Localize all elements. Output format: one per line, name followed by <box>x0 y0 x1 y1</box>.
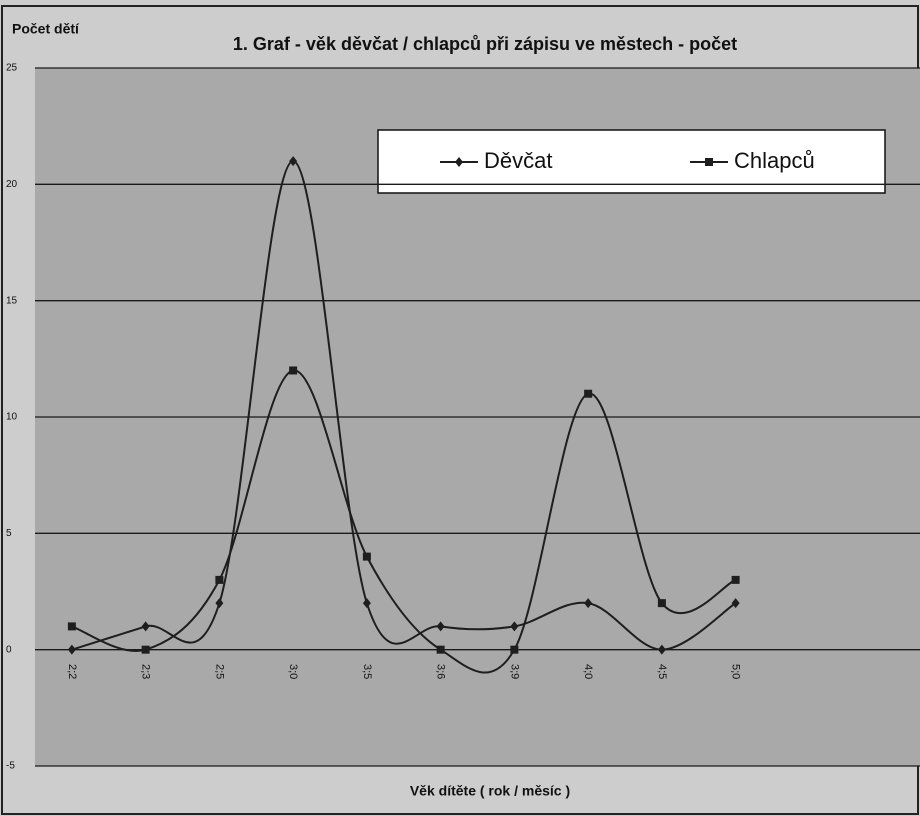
y-tick-label: 25 <box>6 63 18 74</box>
y-tick-label: 0 <box>6 644 12 655</box>
marker <box>584 389 593 398</box>
marker <box>215 598 224 609</box>
marker <box>510 645 519 654</box>
x-tick-label: 4;5 <box>656 664 668 679</box>
x-tick-label: 2;5 <box>213 664 225 679</box>
legend-label: Chlapců <box>734 148 815 173</box>
marker <box>584 598 593 609</box>
marker <box>362 552 371 561</box>
legend-label: Děvčat <box>484 148 552 173</box>
y-tick-label: 20 <box>6 179 18 190</box>
y-tick-label: 5 <box>6 528 12 539</box>
marker <box>657 599 666 608</box>
x-tick-label: 4;0 <box>582 664 594 679</box>
x-tick-label: 3;9 <box>508 664 520 679</box>
x-tick-label: 3;0 <box>287 664 299 679</box>
marker <box>215 575 224 584</box>
y-tick-label: 15 <box>6 295 18 306</box>
marker <box>362 598 371 609</box>
marker <box>510 621 519 632</box>
marker <box>289 156 298 167</box>
legend-marker <box>705 158 713 166</box>
marker <box>141 645 150 654</box>
marker <box>436 645 445 654</box>
series-line <box>71 369 737 674</box>
marker <box>657 644 666 655</box>
x-tick-label: 3;6 <box>435 664 447 679</box>
marker <box>436 621 445 632</box>
legend-marker <box>455 157 463 167</box>
y-tick-label: -5 <box>6 761 15 772</box>
x-tick-label: 3;5 <box>361 664 373 679</box>
y-axis-label: Počet dětí <box>12 21 80 37</box>
marker <box>141 621 150 632</box>
x-tick-label: 5;0 <box>730 664 742 679</box>
marker <box>731 575 740 584</box>
marker <box>289 366 298 375</box>
marker <box>67 644 76 655</box>
chart-title: 1. Graf - věk děvčat / chlapců při zápis… <box>233 34 737 54</box>
y-tick-label: 10 <box>6 412 18 423</box>
marker <box>67 622 76 631</box>
x-axis-label: Věk dítěte ( rok / měsíc ) <box>410 783 570 799</box>
x-tick-label: 2;2 <box>66 664 78 679</box>
marker <box>731 598 740 609</box>
x-tick-label: 2;3 <box>140 664 152 679</box>
